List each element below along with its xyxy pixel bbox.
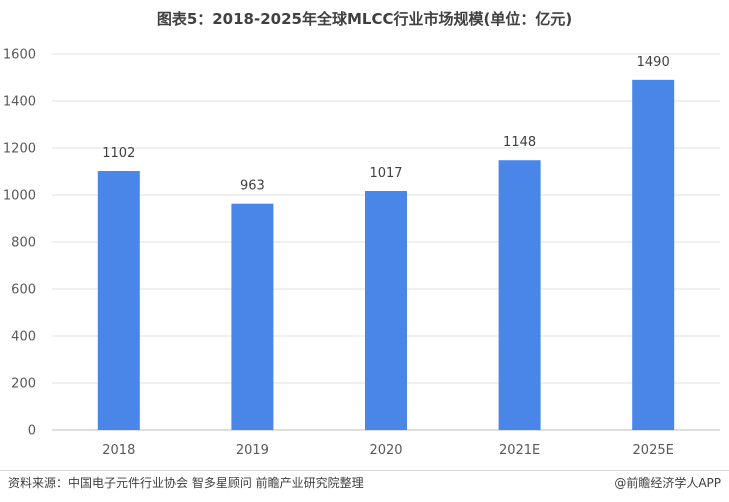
- data-labels: 1102 963 1017 1148 1490: [102, 55, 669, 194]
- bar-2021E: [498, 160, 541, 430]
- y-tick-label: 1200: [3, 142, 36, 157]
- brand-credit: @前瞻经济学人APP: [614, 476, 721, 490]
- chart-title: 图表5：2018-2025年全球MLCC行业市场规模(单位：亿元): [156, 10, 573, 28]
- source-note: 资料来源：中国电子元件行业协会 智多星顾问 前瞻产业研究院整理: [8, 476, 364, 490]
- x-tick-label: 2021E: [499, 443, 540, 458]
- y-tick-label: 1000: [3, 189, 36, 204]
- data-label-2019: 963: [240, 179, 265, 194]
- y-axis-ticks: 0 200 400 600 800 1000 1200 1400 1600: [3, 48, 36, 439]
- data-label-2020: 1017: [369, 166, 402, 181]
- bar-2018: [97, 171, 140, 430]
- y-tick-label: 1400: [3, 95, 36, 110]
- bars: [97, 79, 675, 430]
- x-tick-label: 2020: [369, 443, 402, 458]
- y-tick-label: 600: [11, 283, 36, 298]
- y-tick-label: 0: [28, 424, 36, 439]
- bar-2025E: [632, 79, 675, 430]
- bar-2020: [365, 191, 407, 430]
- y-tick-label: 800: [11, 236, 36, 251]
- x-tick-label: 2019: [236, 443, 269, 458]
- y-tick-label: 1600: [3, 48, 36, 63]
- y-tick-label: 400: [11, 330, 36, 345]
- bar-chart: 0 200 400 600 800 1000 1200 1400 1600 1102 963 101…: [3, 48, 720, 458]
- data-label-2021E: 1148: [503, 135, 536, 150]
- bar-2019: [231, 203, 274, 430]
- y-tick-label: 200: [11, 377, 36, 392]
- footer-divider: [0, 470, 729, 471]
- x-axis-ticks: 2018 2019 2020 2021E 2025E: [102, 443, 674, 458]
- x-tick-label: 2025E: [633, 443, 674, 458]
- data-label-2025E: 1490: [637, 55, 670, 70]
- data-label-2018: 1102: [102, 146, 135, 161]
- x-tick-label: 2018: [102, 443, 135, 458]
